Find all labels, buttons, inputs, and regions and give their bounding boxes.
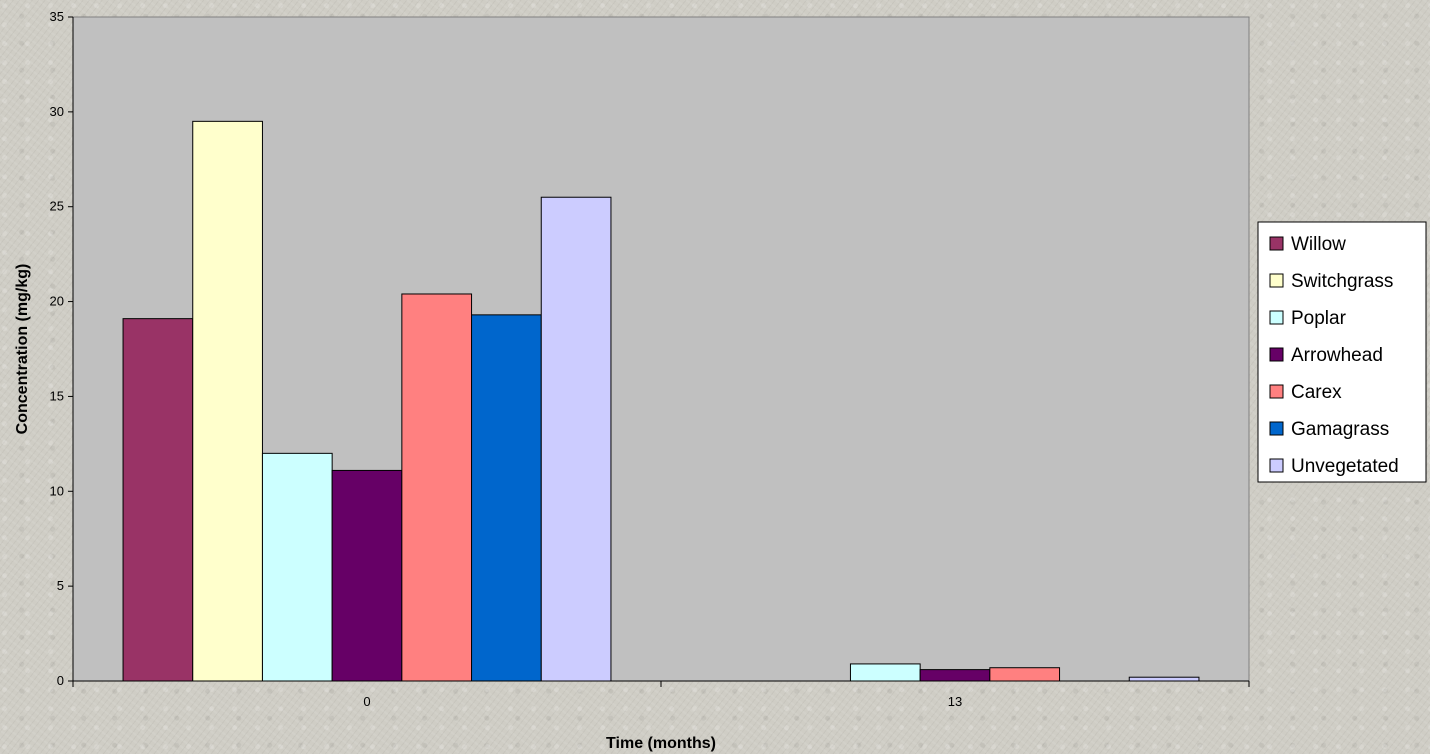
bar-gamagrass-0: [471, 314, 542, 682]
legend-label-unvegetated: Unvegetated: [1291, 456, 1399, 477]
y-tick-label: 25: [50, 199, 64, 214]
bar-arrowhead-0: [331, 469, 403, 682]
bars-group: [122, 120, 1200, 682]
bar-poplar-0: [261, 452, 333, 682]
y-tick-label: 15: [50, 388, 64, 403]
bar-switchgrass-0: [192, 120, 263, 682]
legend-swatch-arrowhead: [1269, 347, 1284, 362]
bar-unvegetated-0: [540, 196, 612, 682]
legend-label-switchgrass: Switchgrass: [1291, 271, 1393, 292]
legend-label-willow: Willow: [1291, 234, 1346, 255]
bar-willow-0: [122, 318, 194, 682]
x-tick-label: 13: [948, 694, 962, 709]
bar-carex-13: [989, 667, 1061, 682]
legend-swatch-carex: [1269, 384, 1284, 399]
y-tick-label: 0: [57, 673, 64, 688]
legend-label-arrowhead: Arrowhead: [1291, 345, 1383, 366]
legend-swatch-gamagrass: [1269, 421, 1284, 436]
legend-box: [1257, 221, 1427, 483]
legend-swatch-willow: [1269, 236, 1284, 251]
legend-swatch-switchgrass: [1269, 273, 1284, 288]
axes-group: 0 5 10 15 20 25 30 35 0 13: [50, 9, 1250, 709]
legend-label-gamagrass: Gamagrass: [1291, 419, 1389, 440]
y-axis-title: Concentration (mg/kg): [14, 264, 31, 435]
y-tick-label: 35: [50, 9, 64, 24]
y-tick-label: 30: [50, 104, 64, 119]
legend-label-carex: Carex: [1291, 382, 1342, 403]
bar-arrowhead-13: [919, 669, 991, 682]
legend: Willow Switchgrass Poplar Arrowhead Carex Gam…: [1257, 221, 1427, 483]
bar-poplar-13: [849, 663, 921, 682]
legend-swatch-unvegetated: [1269, 458, 1284, 473]
x-tick-label: 0: [363, 694, 370, 709]
y-tick-label: 10: [50, 483, 64, 498]
bar-unvegetated-13: [1128, 676, 1200, 682]
legend-label-poplar: Poplar: [1291, 308, 1347, 329]
legend-swatch-poplar: [1269, 310, 1284, 325]
bar-carex-0: [401, 293, 473, 682]
y-tick-label: 20: [50, 294, 64, 309]
x-axis-title: Time (months): [606, 735, 716, 752]
y-tick-label: 5: [57, 578, 64, 593]
